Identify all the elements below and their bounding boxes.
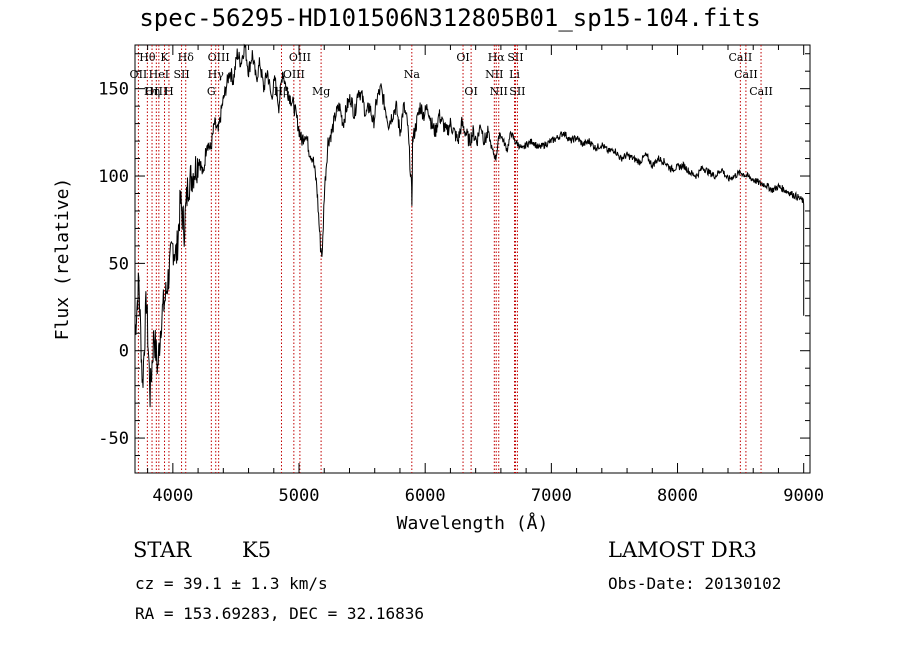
line-label: SII — [173, 68, 189, 81]
line-label: HeI — [149, 68, 169, 81]
line-label: OIII — [145, 85, 167, 98]
line-label: SII — [507, 51, 523, 64]
line-label: H — [164, 85, 174, 98]
subclass-label: K5 — [242, 538, 272, 562]
survey-label: LAMOST DR3 — [608, 538, 757, 562]
line-label: NII — [490, 85, 508, 98]
obs-date-label: Obs-Date: 20130102 — [608, 574, 782, 593]
line-label: OIII — [289, 51, 311, 64]
line-label: Hδ — [178, 51, 195, 64]
line-label: OIII — [283, 68, 305, 81]
y-tick-label: 150 — [98, 80, 129, 100]
line-label: Hα — [488, 51, 506, 64]
y-tick-label: 0 — [119, 342, 129, 362]
x-tick-label: 9000 — [783, 486, 824, 506]
line-label: SII — [509, 85, 525, 98]
cz-label: cz = 39.1 ± 1.3 km/s — [135, 574, 328, 593]
line-label: OI — [464, 85, 477, 98]
line-label: OI — [456, 51, 469, 64]
line-label: Hη — [144, 85, 160, 98]
line-label: NII — [485, 68, 503, 81]
radec-label: RA = 153.69283, DEC = 32.16836 — [135, 604, 424, 623]
line-label: CaII — [749, 85, 773, 98]
y-axis-label: Flux (relative) — [52, 178, 73, 341]
class-label: STAR — [133, 538, 192, 562]
x-tick-label: 4000 — [152, 486, 193, 506]
chart-title: spec-56295-HD101506N312805B01_sp15-104.f… — [139, 4, 761, 32]
line-label: Na — [404, 68, 421, 81]
line-label: CaII — [734, 68, 758, 81]
line-label: Mg — [312, 85, 330, 98]
line-label: K — [160, 51, 169, 64]
plot-frame — [134, 44, 811, 474]
y-tick-label: 50 — [109, 254, 129, 274]
line-label: Li — [509, 68, 520, 81]
line-label: CaII — [729, 51, 753, 64]
x-axis-label: Wavelength (Å) — [397, 512, 549, 534]
y-tick-label: -50 — [98, 429, 129, 449]
spectrum-line — [134, 43, 805, 408]
x-tick-label: 5000 — [279, 486, 320, 506]
line-label: Hγ — [208, 68, 225, 81]
line-label: OIII — [208, 51, 230, 64]
y-tick-label: 100 — [98, 167, 129, 187]
line-label: G — [207, 85, 216, 98]
line-label: Hθ — [139, 51, 156, 64]
x-tick-label: 8000 — [657, 486, 698, 506]
x-tick-label: 6000 — [405, 486, 446, 506]
x-tick-label: 7000 — [531, 486, 572, 506]
line-label: OII — [130, 68, 148, 81]
